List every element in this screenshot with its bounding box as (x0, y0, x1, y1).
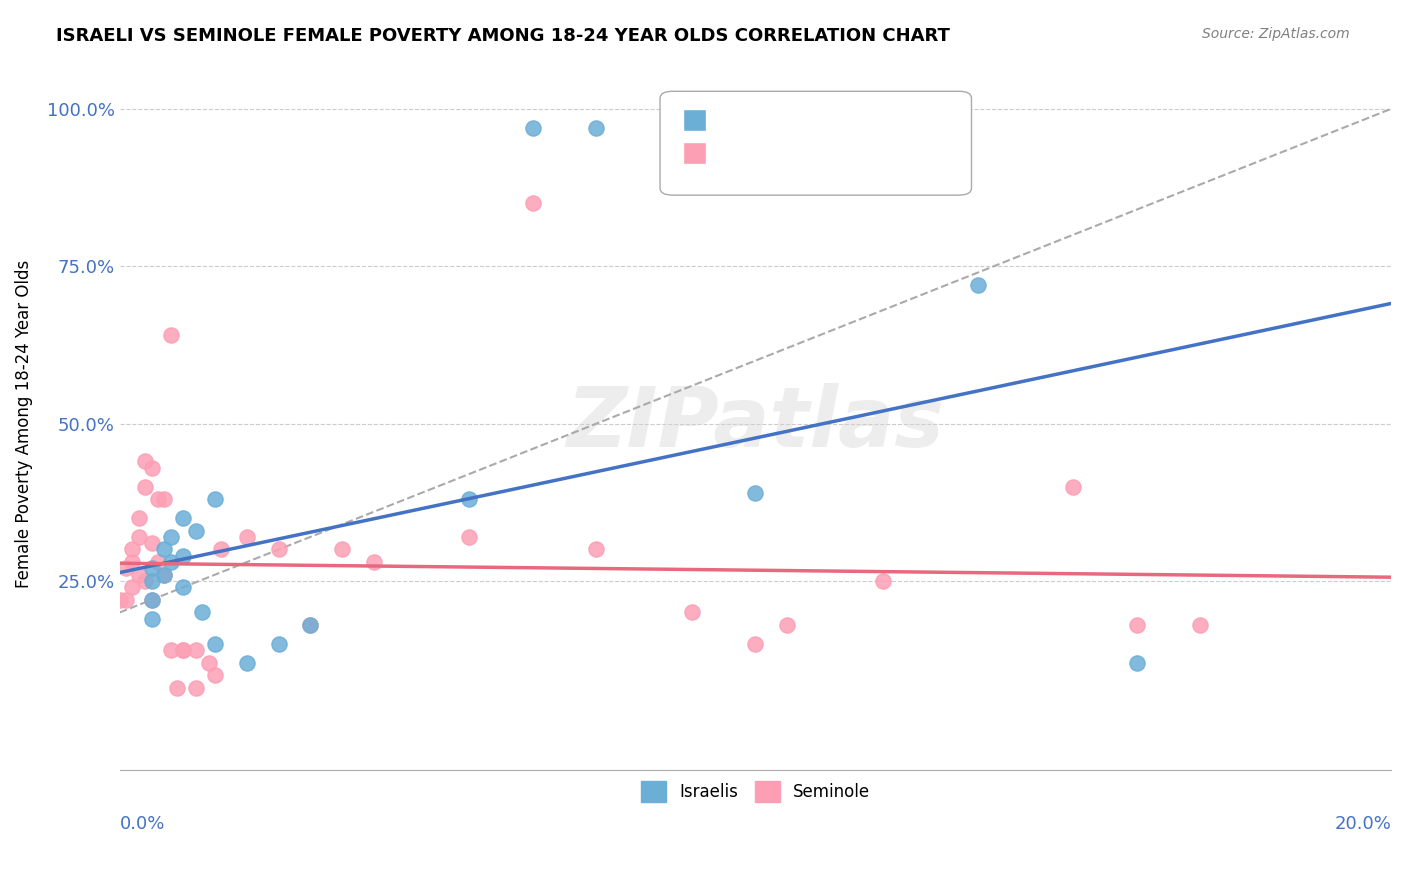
Point (1189, 618, 1212, 632)
Text: R = 0.016: R = 0.016 (714, 145, 804, 163)
Point (172, 580, 194, 594)
Point (1062, 479, 1084, 493)
Point (172, 549, 194, 563)
Text: ISRAELI VS SEMINOLE FEMALE POVERTY AMONG 18-24 YEAR OLDS CORRELATION CHART: ISRAELI VS SEMINOLE FEMALE POVERTY AMONG… (56, 27, 950, 45)
Point (522, 120, 544, 135)
FancyBboxPatch shape (659, 91, 972, 195)
Point (141, 592, 163, 607)
Point (1125, 656, 1147, 670)
Point (172, 511, 194, 525)
Point (204, 637, 226, 651)
Point (236, 656, 259, 670)
Point (363, 555, 385, 569)
Point (159, 328, 181, 343)
Text: R = 0.335: R = 0.335 (714, 113, 806, 131)
Point (115, 592, 138, 607)
Point (141, 592, 163, 607)
Point (681, 606, 703, 620)
Point (172, 643, 194, 657)
Point (128, 511, 150, 525)
Legend: Israelis, Seminole: Israelis, Seminole (633, 772, 879, 810)
Point (267, 542, 290, 557)
Point (966, 278, 988, 293)
Point (191, 606, 214, 620)
Point (141, 460, 163, 475)
Point (134, 479, 156, 493)
Point (108, 592, 131, 607)
Point (159, 555, 181, 569)
Point (184, 681, 207, 695)
Point (159, 530, 181, 544)
Point (128, 567, 150, 582)
Point (121, 555, 143, 569)
Text: Source: ZipAtlas.com: Source: ZipAtlas.com (1202, 27, 1350, 41)
Point (141, 536, 163, 550)
Point (204, 668, 226, 682)
Point (211, 542, 233, 557)
Point (153, 542, 176, 557)
Point (141, 612, 163, 626)
Point (458, 492, 481, 507)
Point (134, 574, 156, 588)
Point (197, 656, 219, 670)
Text: N = 24: N = 24 (845, 113, 907, 131)
Point (299, 618, 322, 632)
Point (141, 561, 163, 575)
Point (153, 567, 176, 582)
Point (153, 567, 176, 582)
Point (585, 120, 607, 135)
Point (585, 542, 607, 557)
Point (184, 524, 207, 538)
Point (458, 530, 481, 544)
Point (146, 555, 169, 569)
Text: ZIPatlas: ZIPatlas (567, 383, 945, 464)
Point (1125, 618, 1147, 632)
Point (204, 492, 226, 507)
Point (236, 530, 259, 544)
Point (146, 492, 169, 507)
Point (744, 485, 766, 500)
Point (267, 637, 290, 651)
Point (172, 643, 194, 657)
Point (522, 196, 544, 211)
FancyBboxPatch shape (683, 110, 706, 131)
Text: N = 44: N = 44 (845, 145, 907, 163)
Text: 20.0%: 20.0% (1334, 814, 1391, 833)
Point (299, 618, 322, 632)
Point (121, 580, 143, 594)
Point (776, 618, 799, 632)
Text: 0.0%: 0.0% (120, 814, 165, 833)
Point (166, 681, 188, 695)
Point (134, 454, 156, 468)
Point (872, 574, 894, 588)
Point (121, 542, 143, 557)
Point (115, 561, 138, 575)
Point (128, 530, 150, 544)
Point (141, 574, 163, 588)
Point (159, 643, 181, 657)
Point (330, 542, 353, 557)
Point (744, 637, 766, 651)
Y-axis label: Female Poverty Among 18-24 Year Olds: Female Poverty Among 18-24 Year Olds (15, 260, 32, 588)
Point (184, 643, 207, 657)
FancyBboxPatch shape (683, 142, 706, 164)
Point (153, 492, 176, 507)
